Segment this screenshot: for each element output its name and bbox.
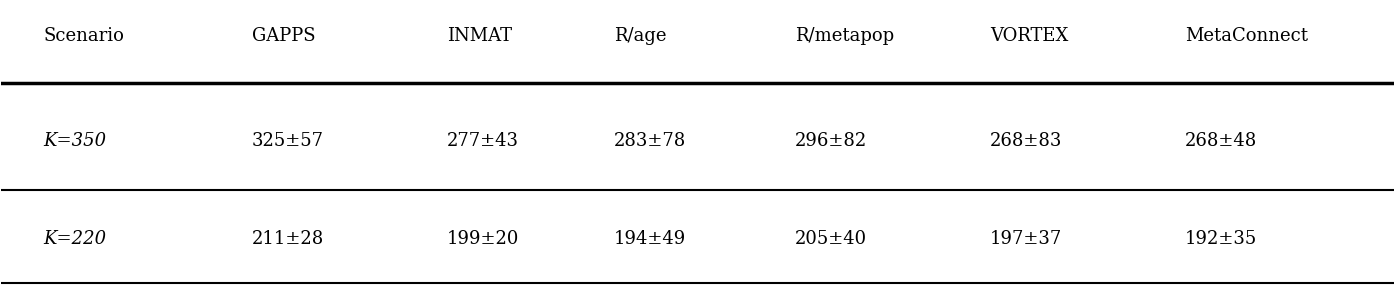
- Text: 296±82: 296±82: [795, 132, 868, 150]
- Text: 205±40: 205±40: [795, 230, 868, 248]
- Text: 194±49: 194±49: [614, 230, 686, 248]
- Text: R/age: R/age: [614, 27, 667, 45]
- Text: 268±83: 268±83: [990, 132, 1062, 150]
- Text: Scenario: Scenario: [43, 27, 124, 45]
- Text: INMAT: INMAT: [446, 27, 512, 45]
- Text: 325±57: 325±57: [252, 132, 324, 150]
- Text: 283±78: 283±78: [614, 132, 686, 150]
- Text: R/metapop: R/metapop: [795, 27, 894, 45]
- Text: GAPPS: GAPPS: [252, 27, 315, 45]
- Text: 197±37: 197±37: [990, 230, 1062, 248]
- Text: VORTEX: VORTEX: [990, 27, 1069, 45]
- Text: 268±48: 268±48: [1184, 132, 1257, 150]
- Text: K=350: K=350: [43, 132, 106, 150]
- Text: 277±43: 277±43: [446, 132, 519, 150]
- Text: MetaConnect: MetaConnect: [1184, 27, 1307, 45]
- Text: 199±20: 199±20: [446, 230, 519, 248]
- Text: 211±28: 211±28: [252, 230, 324, 248]
- Text: 192±35: 192±35: [1184, 230, 1257, 248]
- Text: K=220: K=220: [43, 230, 106, 248]
